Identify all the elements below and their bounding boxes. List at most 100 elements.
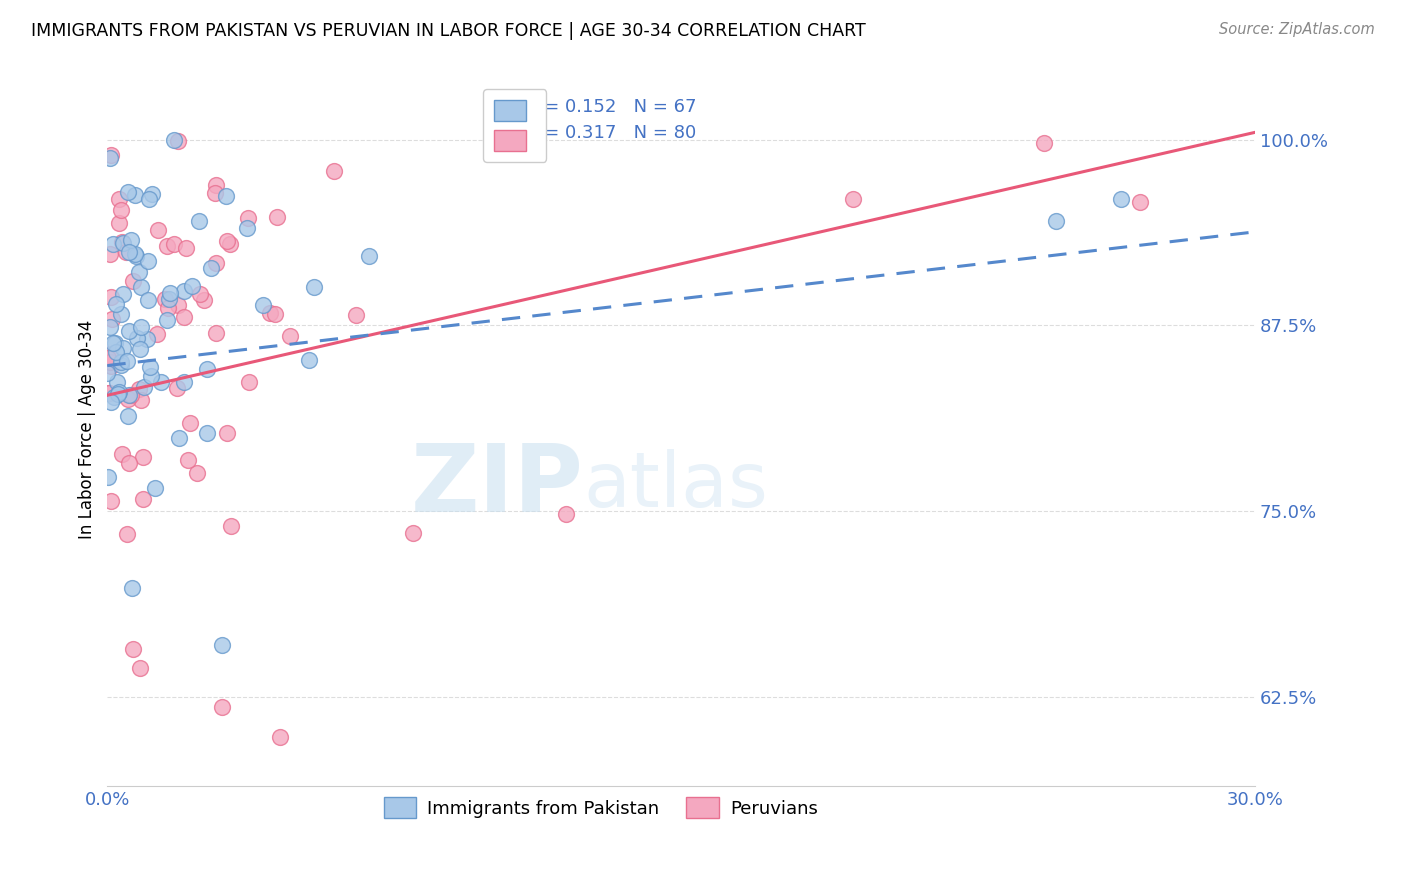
Text: atlas: atlas [583,450,769,524]
Point [107,387,129,401]
Point [269,730,291,744]
Point [114,244,136,259]
Point [211,700,233,714]
Point [166,134,188,148]
Point [173,285,195,299]
Point [120,234,142,248]
Point [163,132,186,146]
Point [118,245,141,260]
Text: ZIP: ZIP [411,441,583,533]
Point [111,236,134,251]
Point [264,307,287,321]
Point [115,354,138,368]
Text: IMMIGRANTS FROM PAKISTAN VS PERUVIAN IN LABOR FORCE | AGE 30-34 CORRELATION CHAR: IMMIGRANTS FROM PAKISTAN VS PERUVIAN IN … [31,22,866,40]
Point [138,192,160,206]
Legend: Immigrants from Pakistan, Peruvians: Immigrants from Pakistan, Peruvians [377,790,825,825]
Point [129,319,152,334]
Point [157,292,180,306]
Point [101,312,124,326]
Point [236,211,259,226]
Point [235,221,257,235]
Point [118,388,141,402]
Point [122,641,145,656]
Point [180,279,202,293]
Point [139,360,162,375]
Point [146,223,169,237]
Point [117,409,139,424]
Point [128,382,150,396]
Point [252,298,274,312]
Point [100,494,122,508]
Point [98,355,121,369]
Point [215,425,238,440]
Point [280,329,302,343]
Point [97,470,120,484]
Point [163,236,186,251]
Point [1109,192,1132,206]
Point [97,351,120,365]
Point [219,236,242,251]
Point [97,386,120,401]
Point [100,359,122,373]
Point [98,320,121,334]
Point [177,452,200,467]
Point [173,376,195,390]
Point [323,164,346,178]
Point [298,353,321,368]
Point [117,456,139,470]
Point [105,296,128,310]
Point [104,344,127,359]
Point [117,526,139,541]
Point [555,507,578,521]
Point [141,186,163,201]
Point [302,280,325,294]
Point [1045,214,1067,228]
Point [204,326,226,341]
Point [96,366,118,380]
Point [101,336,124,351]
Point [156,301,179,316]
Point [103,391,125,405]
Point [215,188,238,202]
Point [193,293,215,307]
Point [259,305,281,319]
Point [205,178,228,193]
Point [111,286,134,301]
Point [117,185,139,199]
Point [146,326,169,341]
Point [141,368,163,383]
Point [1129,195,1152,210]
Point [117,324,139,338]
Point [211,638,233,652]
Point [129,392,152,407]
Point [135,332,157,346]
Point [132,450,155,464]
Point [100,394,122,409]
Point [100,290,122,304]
Point [131,491,153,506]
Point [344,308,367,322]
Point [125,249,148,263]
Point [98,247,121,261]
Point [107,384,129,399]
Point [111,235,134,249]
Point [104,335,127,350]
Point [204,256,226,270]
Point [167,431,190,445]
Point [111,341,134,355]
Point [842,192,865,206]
Point [101,237,124,252]
Text: R = 0.317   N = 80: R = 0.317 N = 80 [526,124,696,143]
Point [217,234,239,248]
Point [128,661,150,675]
Point [238,375,260,389]
Point [117,392,139,406]
Point [156,313,179,327]
Point [105,376,128,390]
Point [136,293,159,307]
Point [156,239,179,253]
Point [98,346,121,360]
Point [200,261,222,276]
Point [357,249,380,263]
Point [188,213,211,227]
